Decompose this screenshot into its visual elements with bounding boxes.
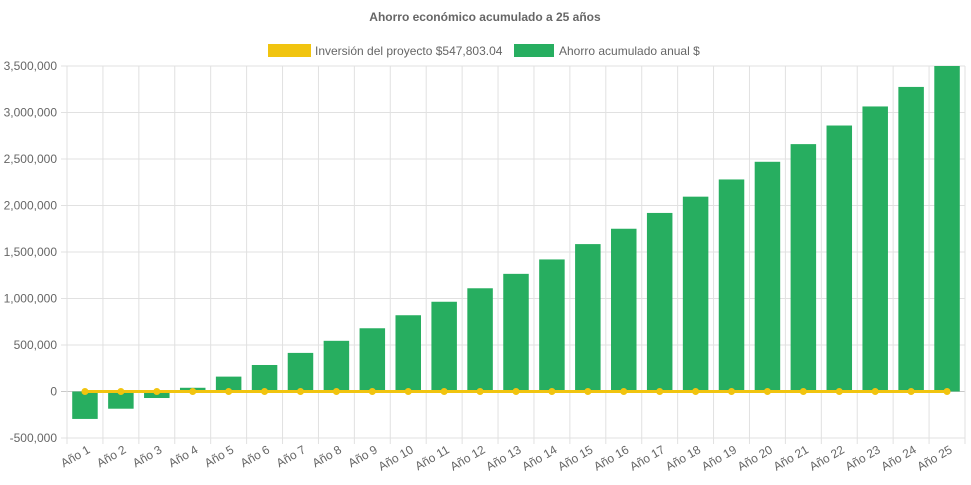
bar-savings[interactable] [646, 212, 673, 392]
point-investment[interactable] [153, 388, 161, 395]
x-tick-label: Año 12 [448, 442, 488, 473]
point-investment[interactable] [907, 388, 915, 395]
legend-swatch-savings [514, 44, 554, 57]
point-investment[interactable] [656, 388, 664, 395]
bar-savings[interactable] [287, 352, 314, 392]
point-investment[interactable] [332, 388, 340, 395]
bar-savings[interactable] [934, 66, 960, 392]
point-investment[interactable] [117, 388, 125, 395]
point-investment[interactable] [799, 388, 807, 395]
x-tick-label: Año 3 [130, 442, 164, 470]
x-tick-label: Año 10 [376, 442, 416, 473]
point-investment[interactable] [835, 388, 843, 395]
point-investment[interactable] [261, 388, 269, 395]
y-tick-label: 2,500,000 [4, 152, 58, 166]
point-investment[interactable] [476, 388, 484, 395]
x-tick-label: Año 6 [238, 442, 272, 470]
bar-savings[interactable] [431, 301, 457, 392]
x-tick-label: Año 21 [771, 442, 811, 473]
x-tick-label: Año 4 [166, 442, 200, 470]
y-tick-label: -500,000 [10, 431, 58, 445]
y-axis: 3,500,000 3,000,000 2,500,000 2,000,000 1,50… [4, 59, 58, 445]
bar-savings[interactable] [503, 273, 529, 392]
x-tick-label: Año 22 [807, 442, 847, 473]
bar-savings[interactable] [754, 161, 781, 392]
x-tick-label: Año 2 [94, 442, 128, 470]
bar-savings[interactable] [395, 315, 421, 392]
point-investment[interactable] [728, 388, 736, 395]
point-investment[interactable] [404, 388, 412, 395]
point-investment[interactable] [440, 388, 448, 395]
x-tick-label: Año 19 [699, 442, 739, 473]
point-investment[interactable] [368, 388, 376, 395]
legend-swatch-investment [268, 44, 311, 57]
point-investment[interactable] [512, 388, 520, 395]
y-tick-label: 3,000,000 [4, 106, 58, 120]
bar-series-savings [72, 66, 960, 419]
point-investment[interactable] [548, 388, 556, 395]
x-tick-label: Año 23 [843, 442, 883, 473]
x-tick-label: Año 25 [915, 442, 955, 473]
y-tick-label: 3,500,000 [4, 59, 58, 73]
bar-savings[interactable] [790, 144, 817, 392]
x-tick-label: Año 9 [346, 442, 380, 470]
bar-savings[interactable] [72, 391, 98, 419]
bar-savings[interactable] [898, 86, 924, 392]
chart-title: Ahorro económico acumulado a 25 años [369, 10, 601, 24]
point-investment[interactable] [584, 388, 592, 395]
bar-savings[interactable] [718, 179, 745, 392]
bar-savings[interactable] [611, 228, 637, 392]
x-tick-label: Año 1 [58, 442, 92, 470]
legend: Inversión del proyecto $547,803.04 Ahorr… [268, 44, 700, 58]
bar-savings[interactable] [215, 376, 242, 392]
point-investment[interactable] [189, 388, 197, 395]
legend-label-investment: Inversión del proyecto $547,803.04 [315, 44, 503, 58]
y-tick-label: 0 [50, 385, 57, 399]
y-tick-label: 1,000,000 [4, 292, 58, 306]
bar-savings[interactable] [323, 340, 350, 392]
x-tick-label: Año 11 [412, 442, 451, 473]
bar-savings[interactable] [575, 244, 601, 392]
point-investment[interactable] [225, 388, 233, 395]
x-axis: Año 1 Año 2 Año 3 Año 4 Año 5 Año 6 Año 7 Año 8… [58, 442, 955, 473]
point-investment[interactable] [296, 388, 304, 395]
y-tick-label: 1,500,000 [4, 245, 58, 259]
y-tick-label: 500,000 [14, 338, 58, 352]
point-investment[interactable] [763, 388, 771, 395]
x-tick-label: Año 17 [627, 442, 667, 473]
legend-label-savings: Ahorro acumulado anual $ [559, 44, 700, 58]
x-tick-label: Año 24 [879, 442, 919, 473]
bar-savings[interactable] [251, 364, 278, 392]
legend-item-savings[interactable]: Ahorro acumulado anual $ [514, 44, 700, 58]
x-tick-label: Año 7 [274, 442, 308, 470]
bar-savings[interactable] [359, 328, 386, 392]
grid [61, 65, 966, 444]
bar-savings[interactable] [539, 259, 565, 392]
bar-savings[interactable] [826, 125, 853, 392]
x-tick-label: Año 16 [591, 442, 631, 473]
bar-savings[interactable] [467, 288, 493, 392]
legend-item-investment[interactable]: Inversión del proyecto $547,803.04 [268, 44, 503, 58]
y-tick-label: 2,000,000 [4, 199, 58, 213]
point-investment[interactable] [943, 388, 951, 395]
x-tick-label: Año 18 [663, 442, 703, 473]
line-series-investment [81, 388, 951, 395]
bar-savings[interactable] [862, 106, 888, 392]
point-investment[interactable] [81, 388, 89, 395]
point-investment[interactable] [620, 388, 628, 395]
x-tick-label: Año 13 [484, 442, 524, 473]
x-tick-label: Año 8 [310, 442, 344, 470]
point-investment[interactable] [871, 388, 879, 395]
x-tick-label: Año 5 [202, 442, 236, 470]
point-investment[interactable] [692, 388, 700, 395]
x-tick-label: Año 20 [735, 442, 775, 473]
bar-savings[interactable] [682, 196, 709, 392]
x-tick-label: Año 15 [555, 442, 595, 473]
bar-savings[interactable] [108, 391, 134, 409]
x-tick-label: Año 14 [519, 442, 559, 473]
